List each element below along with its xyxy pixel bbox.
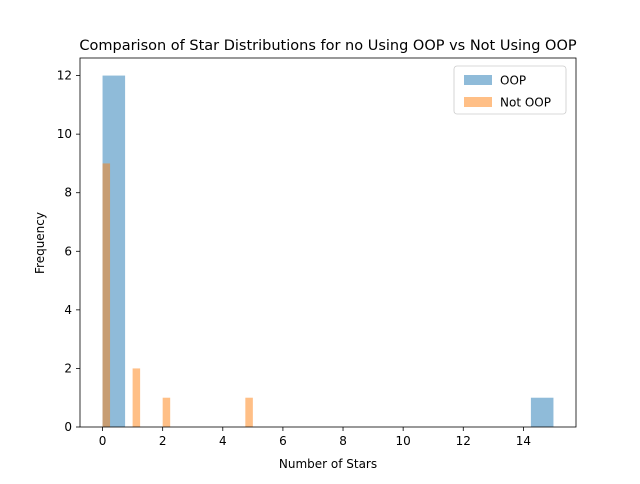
- x-tick-label: 10: [396, 434, 411, 448]
- x-tick-label: 14: [516, 434, 531, 448]
- y-tick-label: 12: [57, 69, 72, 83]
- y-tick-label: 8: [64, 186, 72, 200]
- x-tick-label: 12: [456, 434, 471, 448]
- x-tick-label: 8: [339, 434, 347, 448]
- x-tick-label: 0: [99, 434, 107, 448]
- y-axis-label: Frequency: [33, 212, 47, 274]
- x-tick-label: 6: [279, 434, 287, 448]
- x-axis-label: Number of Stars: [279, 457, 377, 471]
- legend: OOP Not OOP: [453, 65, 567, 115]
- x-tick-label: 4: [219, 434, 227, 448]
- bar-series-2-bin-2: [132, 368, 141, 427]
- y-tick-label: 6: [64, 244, 72, 258]
- bar-series-1-bin-2: [530, 397, 554, 427]
- y-tick-label: 2: [64, 361, 72, 375]
- legend-label-2: Not OOP: [500, 96, 551, 110]
- chart-title: Comparison of Star Distributions for no …: [79, 38, 576, 54]
- bar-series-2-bin-1: [102, 163, 111, 427]
- bars-layer: [102, 75, 554, 428]
- bar-series-2-bin-4: [245, 397, 253, 427]
- x-tick-label: 2: [159, 434, 167, 448]
- y-tick-label: 4: [64, 303, 72, 317]
- bar-series-2-bin-3: [162, 397, 171, 427]
- y-tick-label: 0: [64, 420, 72, 434]
- legend-label-1: OOP: [500, 74, 526, 88]
- y-tick-label: 10: [57, 127, 72, 141]
- legend-swatch-2: [464, 97, 492, 107]
- axes-layer: 0 2 4 6 8 10 12 14 0 2 4 6 8 10 12: [57, 57, 577, 448]
- legend-swatch-1: [464, 75, 492, 85]
- plot-frame: [79, 57, 577, 428]
